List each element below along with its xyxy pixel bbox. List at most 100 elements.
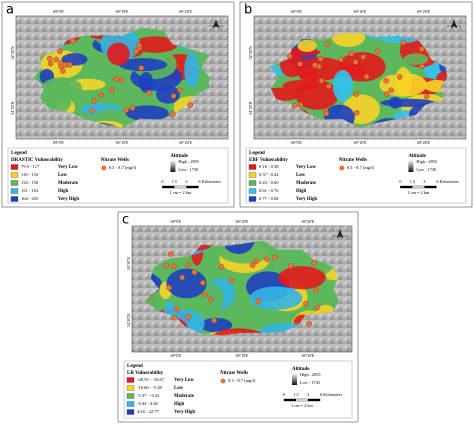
class-label: Very High <box>296 197 317 202</box>
well <box>306 320 312 327</box>
north-arrow <box>447 19 461 29</box>
panel-label: a <box>6 3 14 18</box>
scale-label: 1.5 <box>410 179 415 184</box>
map-zone <box>297 39 317 52</box>
well <box>187 102 194 108</box>
well <box>353 91 360 97</box>
scale-label: 1.5 <box>172 179 177 184</box>
well <box>69 38 76 44</box>
class-label: Moderate <box>296 181 316 186</box>
well <box>228 277 235 284</box>
wells-symbol <box>339 165 345 171</box>
well <box>363 73 370 80</box>
well <box>207 296 214 303</box>
legend-swatch <box>10 164 19 170</box>
lon-tick: 69°0'E <box>53 140 64 145</box>
class-range: 134 - 150 <box>21 180 39 185</box>
class-label: Very Low <box>296 165 316 170</box>
altitude-low: Low : 1730 <box>416 167 436 172</box>
well <box>200 280 206 286</box>
scale-label: 0 <box>283 392 285 397</box>
scale-bar-fill <box>424 186 437 188</box>
legend-swatch <box>126 393 135 399</box>
well <box>185 313 192 320</box>
scale-note: 1 cm = 2 km <box>170 190 192 195</box>
legend-swatch <box>10 188 19 194</box>
wells-range: 0.3 - 8.7 (mg/l) <box>109 165 137 170</box>
well <box>177 87 183 93</box>
map-zone <box>184 52 200 88</box>
class-range: 0.77 - 0.84 <box>259 196 279 201</box>
lon-tick: 69°20'E <box>302 353 315 358</box>
altitude-ramp <box>170 160 176 172</box>
well <box>46 55 53 62</box>
well <box>60 68 66 74</box>
class-range: -28.55 - -10.67 <box>137 377 165 382</box>
well <box>323 110 330 117</box>
map-zone <box>41 77 83 100</box>
lon-tick: 69°10'E <box>236 353 249 358</box>
well <box>286 53 293 60</box>
well <box>202 291 208 298</box>
lon-tick: 69°0'E <box>291 9 302 14</box>
legend-swatch <box>126 409 135 415</box>
well <box>179 274 186 281</box>
scale-label: 3 <box>307 392 309 397</box>
panel: a 69°0'E 69°0'E 69°10'E 69°10'E 69°20'E 69°20'… <box>1 1 235 208</box>
altitude-high: High : 2855 <box>300 372 321 377</box>
lon-tick: 69°0'E <box>171 219 182 224</box>
legend-swatch <box>126 401 135 407</box>
legend-box <box>123 360 353 419</box>
lon-tick: 69°10'E <box>354 9 367 14</box>
well <box>360 54 366 60</box>
lon-tick: 69°20'E <box>417 140 430 145</box>
well <box>383 91 390 97</box>
panel: b 69°0'E 69°0'E 69°10'E 69°10'E 69°20'E 69°20'… <box>239 1 473 208</box>
lat-tick: 34°20'N <box>126 314 131 327</box>
well <box>303 300 309 307</box>
class-range: 151 - 163 <box>21 188 39 193</box>
altitude-low: Low : 1730 <box>178 167 198 172</box>
well <box>66 62 73 68</box>
legend-swatch <box>126 385 135 391</box>
well <box>311 260 317 266</box>
class-range: -10.66 - -5.38 <box>137 385 162 390</box>
well <box>185 261 191 268</box>
wells-range: 0.3 - 8.7 (mg/l) <box>347 165 375 170</box>
map-zone <box>166 268 207 299</box>
class-range: 118 - 133 <box>21 172 39 177</box>
well <box>109 87 115 93</box>
map-zone <box>222 240 255 254</box>
lon-tick: 69°10'E <box>116 140 129 145</box>
legend-swatch <box>10 196 19 202</box>
wells-symbol <box>220 378 226 384</box>
lat-tick: 34°30'N <box>10 46 15 59</box>
legend-swatch <box>248 180 257 186</box>
lon-tick: 69°10'E <box>354 140 367 145</box>
north-arrow <box>209 19 223 29</box>
legend-swatch <box>248 196 257 202</box>
class-range: 0.16 - 0.38 <box>259 164 279 169</box>
well <box>191 269 198 276</box>
class-range: -5.37 - -0.42 <box>137 393 160 398</box>
well <box>348 50 355 57</box>
legend-swatch <box>10 172 19 178</box>
map-zone <box>61 53 88 66</box>
well <box>298 102 304 108</box>
well <box>89 107 95 114</box>
class-label: Moderate <box>174 394 194 399</box>
class-range: 0.37 - 0.42 <box>259 172 279 177</box>
map-zone <box>192 75 210 87</box>
lon-tick: 69°20'E <box>417 9 430 14</box>
lon-tick: 69°10'E <box>236 219 249 224</box>
well <box>163 263 169 269</box>
well <box>383 77 389 84</box>
map-zone <box>395 67 412 97</box>
well <box>418 46 425 53</box>
class-range: 164 - 203 <box>21 196 39 201</box>
well <box>400 39 407 46</box>
legend-swatch <box>10 180 19 186</box>
well <box>291 103 298 109</box>
legend-swatch <box>248 188 257 194</box>
lat-tick: 34°20'N <box>10 102 15 115</box>
